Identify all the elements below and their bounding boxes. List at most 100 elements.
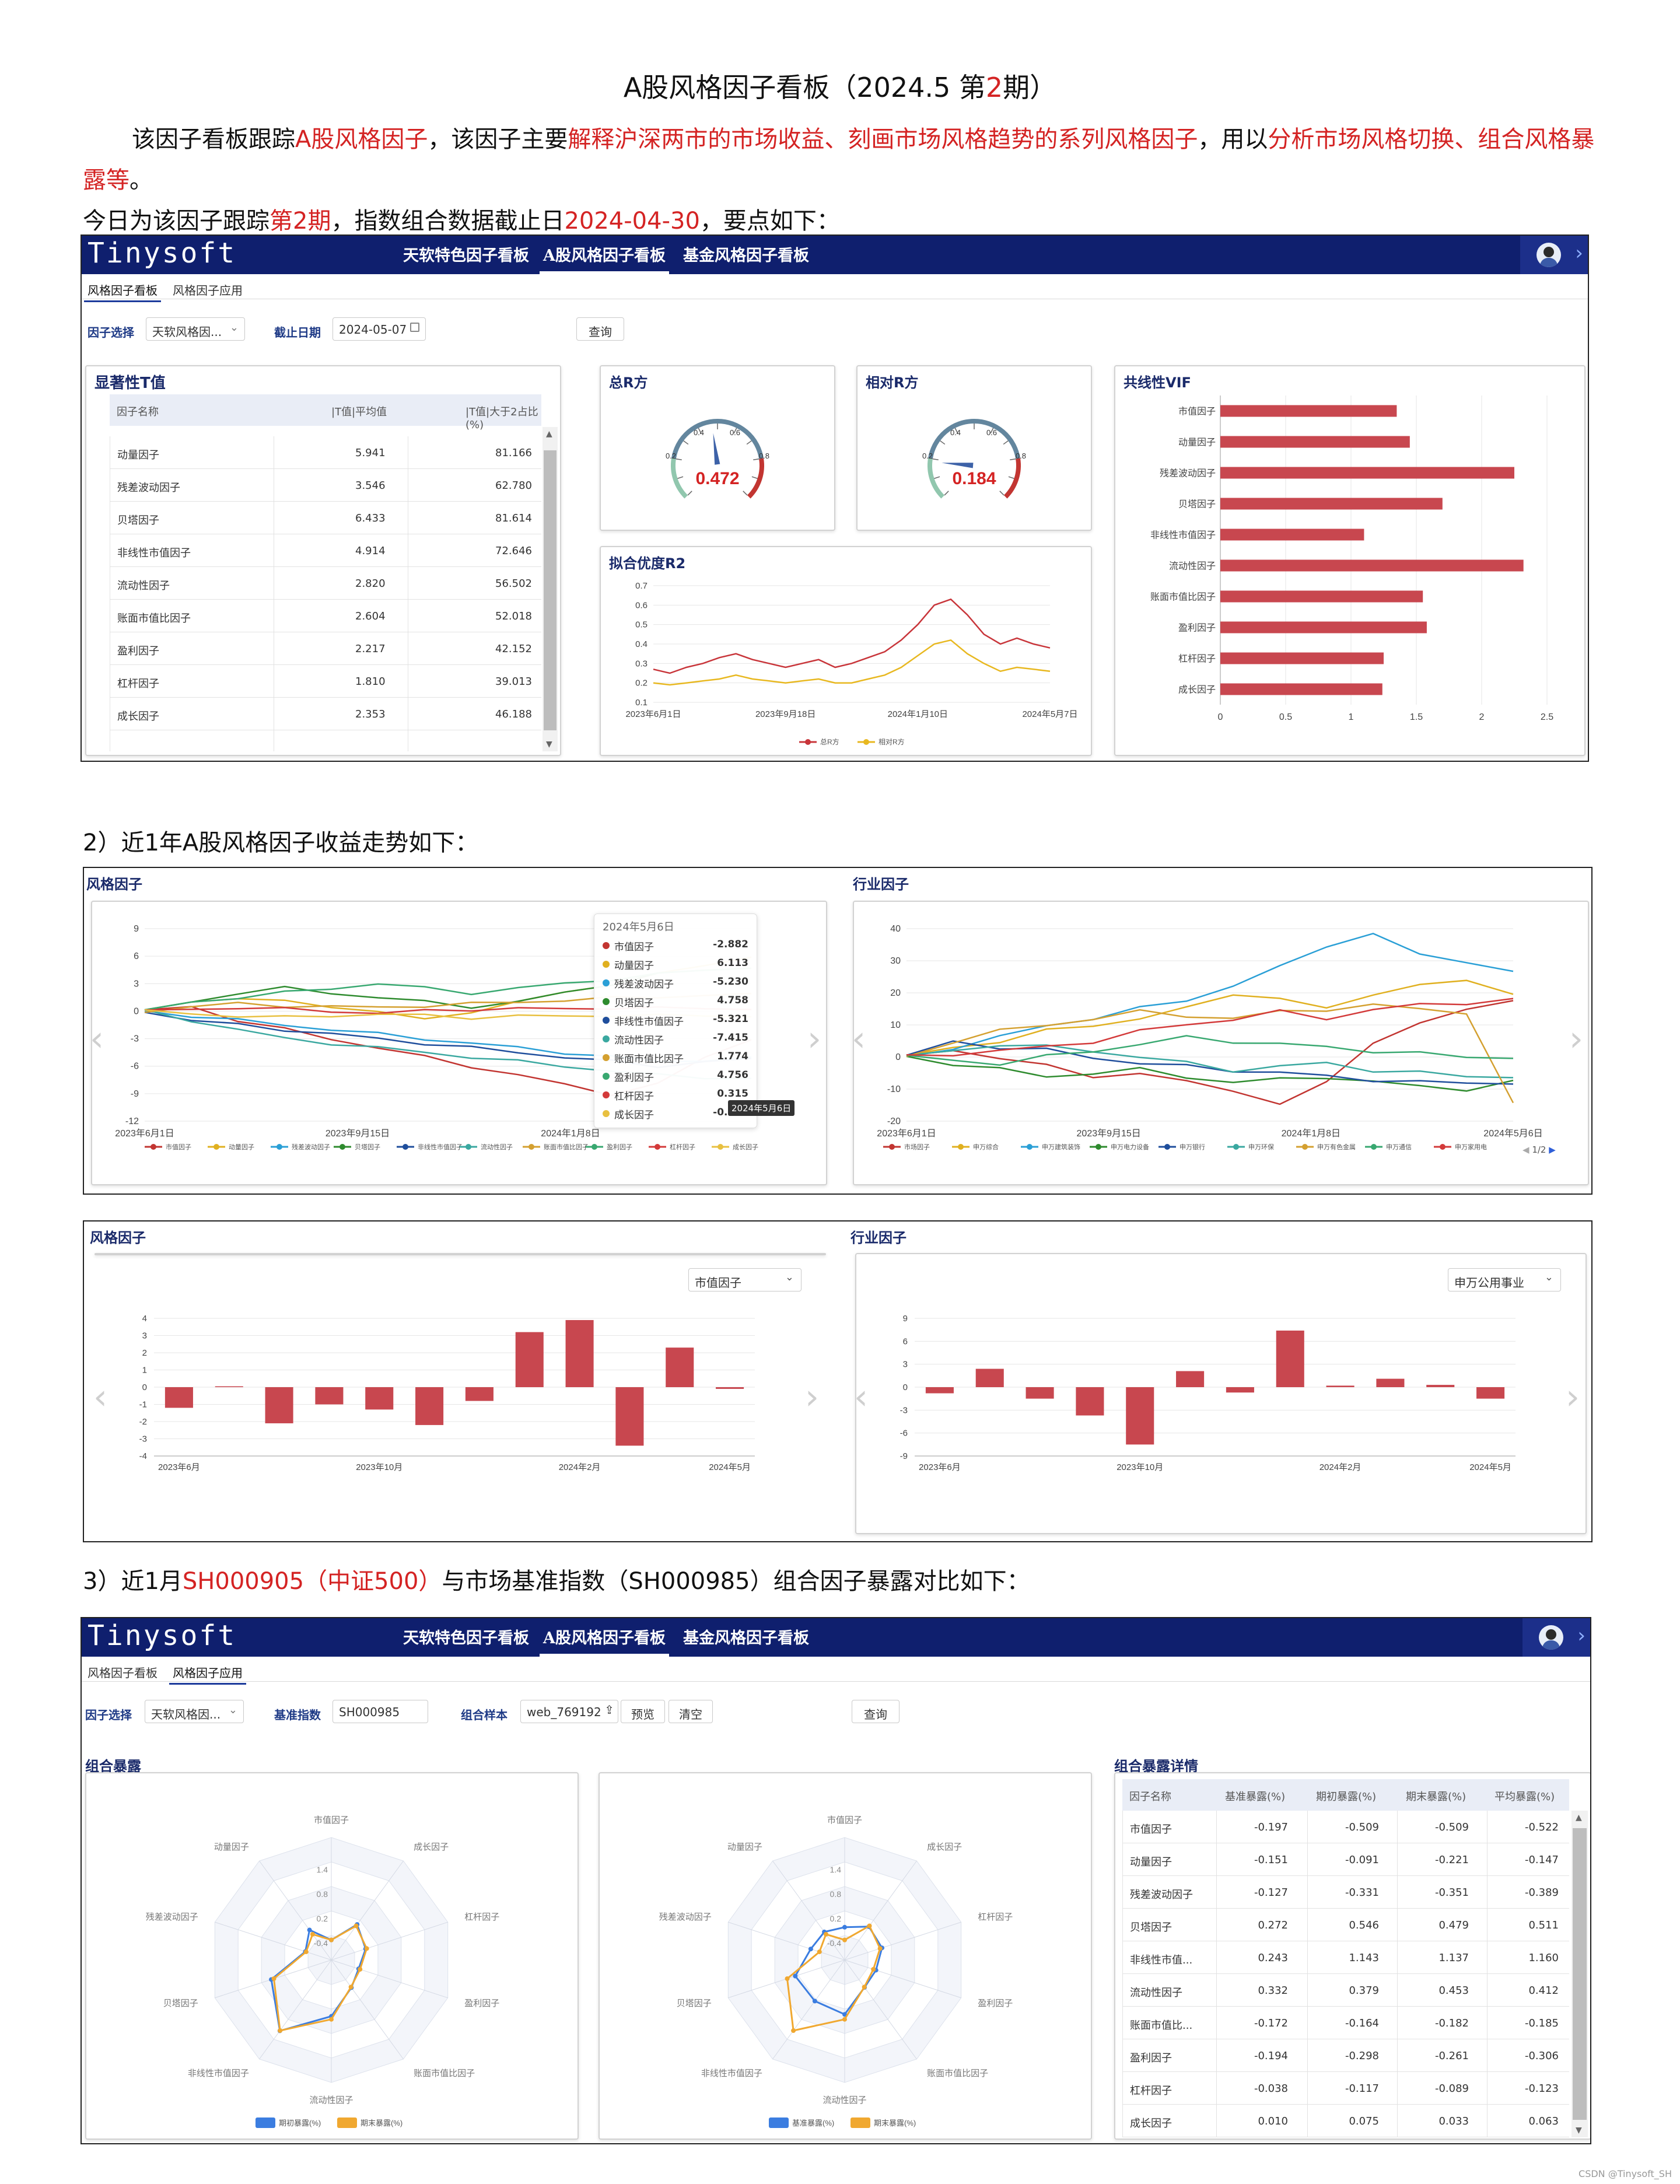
intro-paragraph-2: 今日为该因子跟踪第2期，指数组合数据截止日2024-04-30，要点如下： — [83, 201, 1600, 242]
gauge-tick-mark — [1008, 476, 1014, 479]
y-tick-label: 9 — [903, 1314, 908, 1324]
style-factor-select[interactable]: 市值因子 ⌄ — [688, 1268, 802, 1292]
query-button[interactable]: 查询 — [852, 1700, 900, 1723]
x-tick-label: 2023年6月1日 — [115, 1128, 174, 1139]
radar-tick-label: 0.2 — [830, 1914, 842, 1923]
prev-arrow-icon[interactable]: ‹ — [93, 1377, 107, 1418]
total-r2-title: 总R方 — [609, 374, 648, 391]
scroll-up-icon[interactable]: ▲ — [1576, 1813, 1582, 1822]
header-benchmark: 基准暴露(%) — [1225, 1791, 1286, 1803]
intro-text: 。 — [130, 167, 153, 194]
subtab-style-board[interactable]: 风格因子看板 — [88, 1666, 158, 1680]
header-factor: 因子名称 — [1129, 1791, 1171, 1803]
factor-select[interactable]: 天软风格因... ⌄ — [146, 317, 245, 341]
tooltip-value: 0.315 — [717, 1088, 748, 1100]
query-button[interactable]: 查询 — [576, 317, 624, 341]
radar-axis-label: 盈利因子 — [978, 1999, 1013, 2008]
next-arrow-icon[interactable]: › — [807, 1019, 821, 1059]
radar-spoke — [259, 1959, 332, 2060]
y-tick-label: 0 — [903, 1382, 908, 1392]
radar-spoke — [331, 1860, 404, 1961]
scroll-down-icon[interactable]: ▼ — [1576, 2126, 1582, 2135]
subtab-style-application[interactable]: 风格因子应用 — [173, 284, 243, 298]
preview-button[interactable]: 预览 — [621, 1700, 665, 1723]
nav-tab-a-share-style[interactable]: A股风格因子看板 — [540, 240, 669, 274]
gauge-arc — [1003, 458, 1021, 499]
radar-axis-label: 市值因子 — [314, 1815, 349, 1825]
logo: Tinysoft — [88, 1619, 237, 1652]
chevron-right-icon[interactable]: › — [1577, 1624, 1586, 1647]
section-3-highlight: SH000905（中证500） — [182, 1568, 442, 1595]
scroll-thumb[interactable] — [1573, 1828, 1587, 2120]
avatar[interactable] — [1539, 1625, 1563, 1650]
user-area[interactable]: › — [1520, 236, 1588, 274]
x-tick-label: 2023年6月 — [919, 1462, 961, 1472]
vif-bar — [1220, 436, 1410, 448]
radar-spoke — [772, 1959, 845, 2060]
clear-button[interactable]: 清空 — [668, 1700, 713, 1723]
bar — [415, 1387, 444, 1425]
legend-label: 非线性市值因子 — [418, 1143, 463, 1151]
industry-bar-card: 9 6 3 0 -3 -6 -9 2023年6月 2023年10月 2024年2月 2024年5月 … — [854, 1253, 1587, 1534]
cell-value: 0.332 — [1258, 1985, 1288, 1997]
detail-scrollbar[interactable]: ▲ ▼ — [1572, 1811, 1588, 2137]
cell-value: -0.331 — [1345, 1887, 1379, 1899]
tooltip-value: -2.882 — [713, 939, 748, 950]
nav-tab-fund-style[interactable]: 基金风格因子看板 — [683, 247, 809, 265]
x-tick-label: 2023年9月15日 — [326, 1128, 390, 1139]
legend-pager[interactable]: ◀ 1/2 ▶ — [1522, 1144, 1556, 1155]
legend-label: 申万电力设备 — [1111, 1143, 1149, 1151]
table-row: 成长因子 0.010 0.075 0.033 0.063 — [1123, 2105, 1569, 2137]
factor-select-label: 因子选择 — [88, 326, 134, 340]
y-tick-label: -3 — [131, 1034, 139, 1044]
tooltip-value: 4.756 — [717, 1069, 748, 1081]
avatar[interactable] — [1536, 243, 1561, 267]
user-area[interactable]: › — [1522, 1618, 1590, 1657]
nav-tab-tinysoft-factors[interactable]: 天软特色因子看板 — [403, 247, 529, 265]
gauge-tick: 0.6 — [730, 428, 740, 437]
gauge-tick: 0.4 — [950, 428, 961, 437]
style-line-card: 9 6 3 0 -3 -6 -9 -12 2023年6月1日 2023年9月15日 2024年1月8… — [90, 901, 827, 1185]
watermark: CSDN @Tinysoft_SH — [1578, 2168, 1672, 2179]
legend-marker — [592, 1144, 597, 1150]
nav-tab-a-share-style[interactable]: A股风格因子看板 — [540, 1623, 669, 1657]
cell-value: -0.509 — [1345, 1821, 1379, 1833]
benchmark-input[interactable]: SH000985 — [332, 1700, 428, 1723]
table-row: 贝塔因子 0.272 0.546 0.479 0.511 — [1123, 1909, 1569, 1941]
industry-select-value: 申万公用事业 — [1454, 1276, 1524, 1290]
chevron-right-icon[interactable]: › — [1575, 242, 1583, 265]
next-arrow-icon[interactable]: › — [1566, 1377, 1580, 1418]
legend-prev-icon[interactable]: ◀ — [1522, 1144, 1530, 1155]
scroll-down-icon[interactable]: ▼ — [546, 740, 552, 749]
legend-next-icon[interactable]: ▶ — [1549, 1144, 1556, 1155]
tooltip-row: 动量因子 6.113 — [603, 956, 752, 975]
cell-value: -0.123 — [1524, 2082, 1559, 2095]
bar — [975, 1368, 1004, 1387]
nav-tab-fund-style[interactable]: 基金风格因子看板 — [683, 1629, 809, 1647]
date-input[interactable]: 2024-05-07 — [332, 317, 426, 341]
legend-marker — [1302, 1144, 1308, 1150]
subtab-style-board[interactable]: 风格因子看板 — [84, 279, 161, 302]
nav-tab-tinysoft-factors[interactable]: 天软特色因子看板 — [403, 1629, 529, 1647]
vif-bar — [1220, 559, 1524, 572]
prev-arrow-icon[interactable]: ‹ — [854, 1377, 868, 1418]
scroll-up-icon[interactable]: ▲ — [546, 429, 552, 439]
prev-arrow-icon[interactable]: ‹ — [90, 1019, 104, 1059]
vif-card: 共线性VIF 0 0.5 1 1.5 2 2.5 市值因子 动量因子 残差波动因子 贝塔因子 非线性… — [1114, 365, 1586, 756]
factor-select[interactable]: 天软风格因... ⌄ — [145, 1700, 244, 1723]
detail-body: 市值因子 -0.197 -0.509 -0.509 -0.522 动量因子 -0.151 -0… — [1122, 1811, 1569, 2137]
scroll-thumb[interactable] — [544, 450, 556, 730]
industry-select[interactable]: 申万公用事业 ⌄ — [1448, 1268, 1561, 1292]
prev-arrow-icon[interactable]: ‹ — [852, 1019, 866, 1059]
upload-icon[interactable]: ⇪ — [604, 1703, 614, 1717]
bar — [265, 1387, 293, 1423]
next-arrow-icon[interactable]: › — [1569, 1019, 1583, 1059]
sample-input[interactable]: web_769192 ⇪ — [520, 1700, 618, 1723]
radar-axis-label: 杠杆因子 — [978, 1912, 1013, 1922]
tvalue-scrollbar[interactable]: ▲ ▼ — [542, 427, 558, 751]
radar-tick-label: -0.4 — [827, 1938, 841, 1948]
tooltip-row: 市值因子 -2.882 — [603, 937, 752, 956]
next-arrow-icon[interactable]: › — [805, 1377, 819, 1418]
subtab-style-application[interactable]: 风格因子应用 — [169, 1661, 246, 1685]
radar-axis-label: 市值因子 — [827, 1815, 862, 1825]
